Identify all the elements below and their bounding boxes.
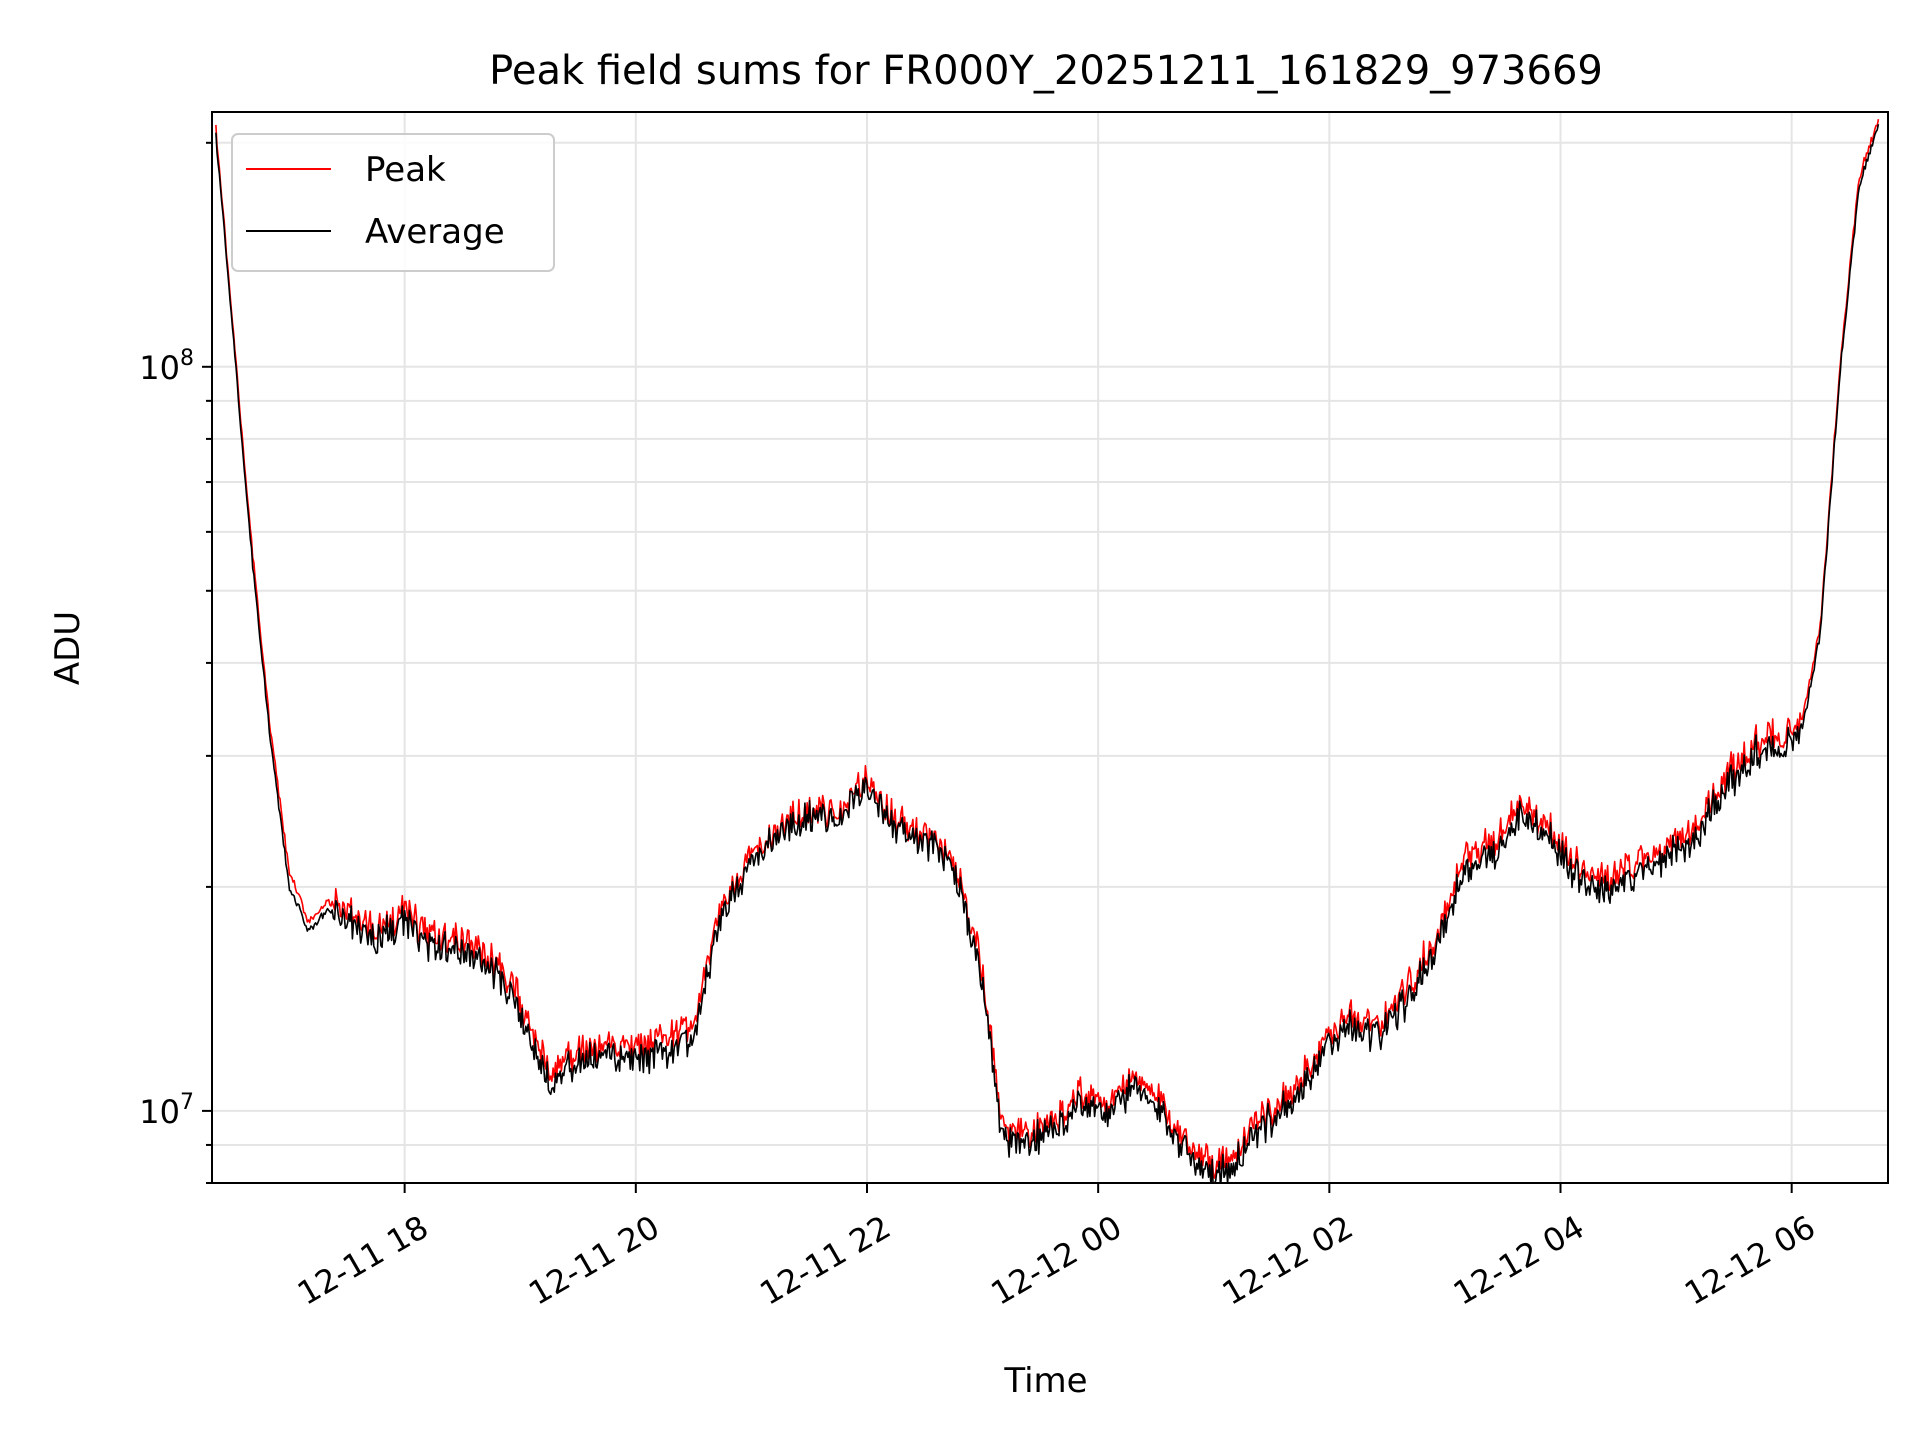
- legend-peak-label: Peak: [365, 150, 446, 190]
- y-tick-label: 108: [139, 346, 194, 387]
- chart-title: Peak field sums for FR000Y_20251211_1618…: [489, 48, 1603, 94]
- y-axis-label: ADU: [48, 611, 88, 685]
- plot-frame: [211, 111, 1889, 1184]
- series-average: [215, 124, 1880, 1183]
- series-layer: [215, 118, 1880, 1183]
- y-axis: 107 108: [139, 141, 212, 1184]
- legend: Peak Average: [231, 133, 555, 272]
- series-peak: [215, 118, 1880, 1179]
- x-axis-label: Time: [1003, 1361, 1087, 1401]
- y-tick-label: 107: [139, 1090, 194, 1131]
- legend-average-label: Average: [365, 212, 505, 252]
